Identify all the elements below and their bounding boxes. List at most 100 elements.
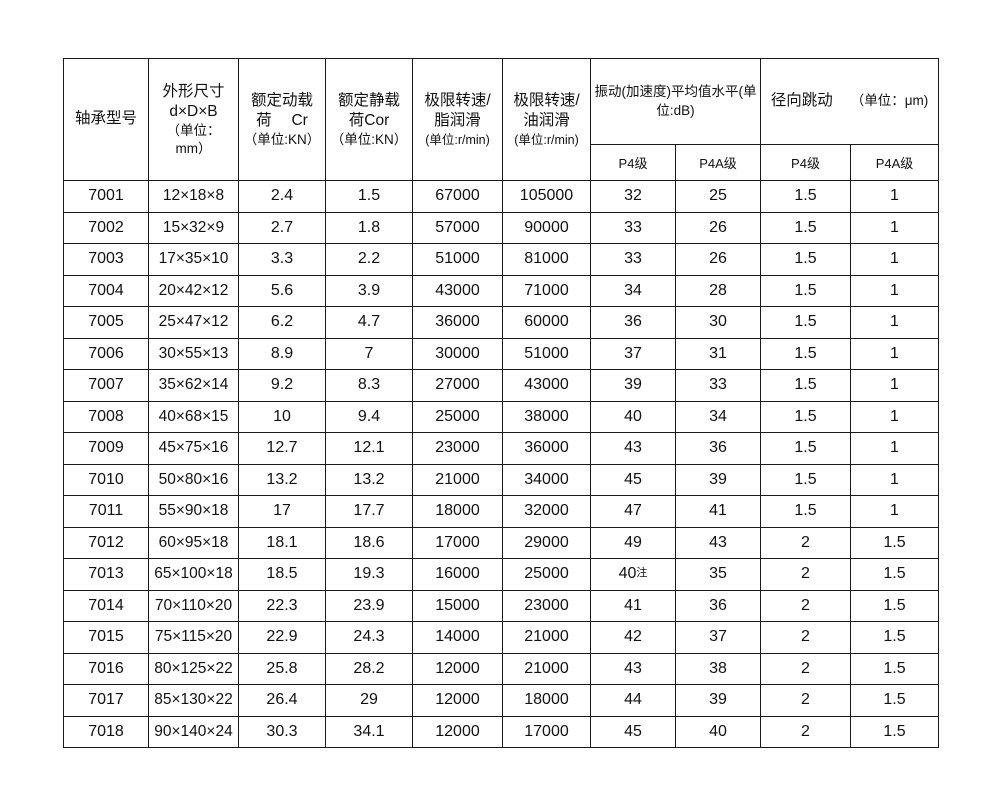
table-row: 7010 50×80×16 13.2 13.2 21000 34000 45 39 1.5 1 xyxy=(63,463,940,496)
cell-runout-p4a: 1 xyxy=(849,463,940,496)
cell-static-load: 12.1 xyxy=(325,432,413,465)
table-row: 7009 45×75×16 12.7 12.1 23000 36000 43 36 1.5 1 xyxy=(63,432,940,465)
table-row: 7014 70×110×20 22.3 23.9 15000 23000 41 36 2 1.5 xyxy=(63,589,940,622)
header-line: （单位： xyxy=(166,123,221,139)
cell-limiting-speed-oil: 36000 xyxy=(502,432,591,465)
header-line: 轴承型号 xyxy=(74,110,137,128)
cell-dynamic-load: 18.1 xyxy=(238,526,326,559)
cell-runout-p4: 2 xyxy=(760,526,851,559)
header-unit: （单位：μm) xyxy=(850,93,929,109)
table-row: 7018 90×140×24 30.3 34.1 12000 17000 45 40 2 1.5 xyxy=(63,715,940,748)
header-line: (单位:r/min) xyxy=(425,132,490,147)
cell-dimensions: 40×68×15 xyxy=(148,400,239,433)
cell-static-load: 8.3 xyxy=(325,369,413,402)
cell-dynamic-load: 26.4 xyxy=(238,684,326,717)
cell-vibration-p4: 37 xyxy=(590,337,676,370)
header-line: mm） xyxy=(175,140,212,156)
cell-dynamic-load: 10 xyxy=(238,400,326,433)
table-row: 7001 12×18×8 2.4 1.5 67000 105000 32 25 1.5 1 xyxy=(63,180,940,213)
cell-runout-p4: 1.5 xyxy=(760,211,851,244)
cell-static-load: 19.3 xyxy=(325,558,413,591)
cell-dynamic-load: 22.9 xyxy=(238,621,326,654)
footnote-marker: 注 xyxy=(636,567,648,580)
cell-dynamic-load: 2.7 xyxy=(238,211,326,244)
cell-dynamic-load: 8.9 xyxy=(238,337,326,370)
cell-dimensions: 17×35×10 xyxy=(148,243,239,276)
cell-dimensions: 45×75×16 xyxy=(148,432,239,465)
cell-model: 7005 xyxy=(63,306,149,339)
cell-runout-p4a: 1 xyxy=(849,180,940,213)
header-line: 额定动载 xyxy=(250,91,313,109)
cell-vibration-p4: 47 xyxy=(590,495,676,528)
cell-model: 7007 xyxy=(63,369,149,402)
cell-runout-p4a: 1.5 xyxy=(849,652,940,685)
cell-limiting-speed-oil: 32000 xyxy=(502,495,591,528)
table-row: 7015 75×115×20 22.9 24.3 14000 21000 42 37 2 1.5 xyxy=(63,621,940,654)
cell-dimensions: 55×90×18 xyxy=(148,495,239,528)
cell-vibration-p4: 32 xyxy=(590,180,676,213)
cell-vibration-p4: 41 xyxy=(590,589,676,622)
cell-runout-p4a: 1.5 xyxy=(849,715,940,748)
cell-limiting-speed-oil: 71000 xyxy=(502,274,591,307)
table-row: 7008 40×68×15 10 9.4 25000 38000 40 34 1.5 1 xyxy=(63,400,940,433)
cell-static-load: 1.5 xyxy=(325,180,413,213)
cell-static-load: 2.2 xyxy=(325,243,413,276)
cell-vibration-p4a: 38 xyxy=(675,652,761,685)
cell-vibration-p4: 33 xyxy=(590,243,676,276)
cell-model: 7006 xyxy=(63,337,149,370)
cell-model: 7004 xyxy=(63,274,149,307)
cell-runout-p4: 1.5 xyxy=(760,432,851,465)
header-line: 振动(加速度)平均值水平(单位:dB) xyxy=(594,84,757,118)
cell-runout-p4: 2 xyxy=(760,589,851,622)
header-line: （单位:KN） xyxy=(243,131,321,147)
cell-limiting-speed-grease: 14000 xyxy=(412,621,503,654)
cell-runout-p4a: 1 xyxy=(849,274,940,307)
cell-dynamic-load: 17 xyxy=(238,495,326,528)
cell-dimensions: 80×125×22 xyxy=(148,652,239,685)
cell-runout-p4: 1.5 xyxy=(760,369,851,402)
cell-runout-p4: 1.5 xyxy=(760,274,851,307)
cell-limiting-speed-oil: 21000 xyxy=(502,652,591,685)
cell-limiting-speed-grease: 51000 xyxy=(412,243,503,276)
cell-limiting-speed-oil: 21000 xyxy=(502,621,591,654)
cell-runout-p4: 1.5 xyxy=(760,180,851,213)
table-row: 7011 55×90×18 17 17.7 18000 32000 47 41 1.5 1 xyxy=(63,495,940,528)
cell-dimensions: 35×62×14 xyxy=(148,369,239,402)
cell-runout-p4: 1.5 xyxy=(760,243,851,276)
cell-vibration-p4: 43 xyxy=(590,652,676,685)
cell-runout-p4a: 1 xyxy=(849,432,940,465)
cell-vibration-p4: 39 xyxy=(590,369,676,402)
header-line: 径向跳动 xyxy=(770,92,833,110)
cell-static-load: 13.2 xyxy=(325,463,413,496)
cell-runout-p4: 1.5 xyxy=(760,463,851,496)
cell-vibration-p4: 43 xyxy=(590,432,676,465)
cell-runout-p4: 1.5 xyxy=(760,400,851,433)
cell-static-load: 17.7 xyxy=(325,495,413,528)
cell-model: 7001 xyxy=(63,180,149,213)
cell-vibration-p4a: 36 xyxy=(675,589,761,622)
cell-model: 7008 xyxy=(63,400,149,433)
cell-dynamic-load: 5.6 xyxy=(238,274,326,307)
cell-vibration-p4: 40 xyxy=(590,400,676,433)
cell-limiting-speed-grease: 25000 xyxy=(412,400,503,433)
cell-static-load: 24.3 xyxy=(325,621,413,654)
cell-dynamic-load: 9.2 xyxy=(238,369,326,402)
cell-model: 7013 xyxy=(63,558,149,591)
cell-runout-p4: 1.5 xyxy=(760,306,851,339)
table-body: 7001 12×18×8 2.4 1.5 67000 105000 32 25 1.5 1 7002… xyxy=(63,180,940,748)
cell-vibration-p4a: 26 xyxy=(675,211,761,244)
cell-limiting-speed-oil: 43000 xyxy=(502,369,591,402)
cell-vibration-p4: 42 xyxy=(590,621,676,654)
cell-runout-p4a: 1 xyxy=(849,400,940,433)
cell-runout-p4: 1.5 xyxy=(760,495,851,528)
cell-runout-p4a: 1.5 xyxy=(849,558,940,591)
table-row: 7002 15×32×9 2.7 1.8 57000 90000 33 26 1.5 1 xyxy=(63,211,940,244)
cell-model: 7002 xyxy=(63,211,149,244)
cell-dynamic-load: 12.7 xyxy=(238,432,326,465)
cell-runout-p4: 2 xyxy=(760,621,851,654)
cell-limiting-speed-oil: 18000 xyxy=(502,684,591,717)
cell-limiting-speed-oil: 29000 xyxy=(502,526,591,559)
cell-dimensions: 90×140×24 xyxy=(148,715,239,748)
cell-static-load: 4.7 xyxy=(325,306,413,339)
